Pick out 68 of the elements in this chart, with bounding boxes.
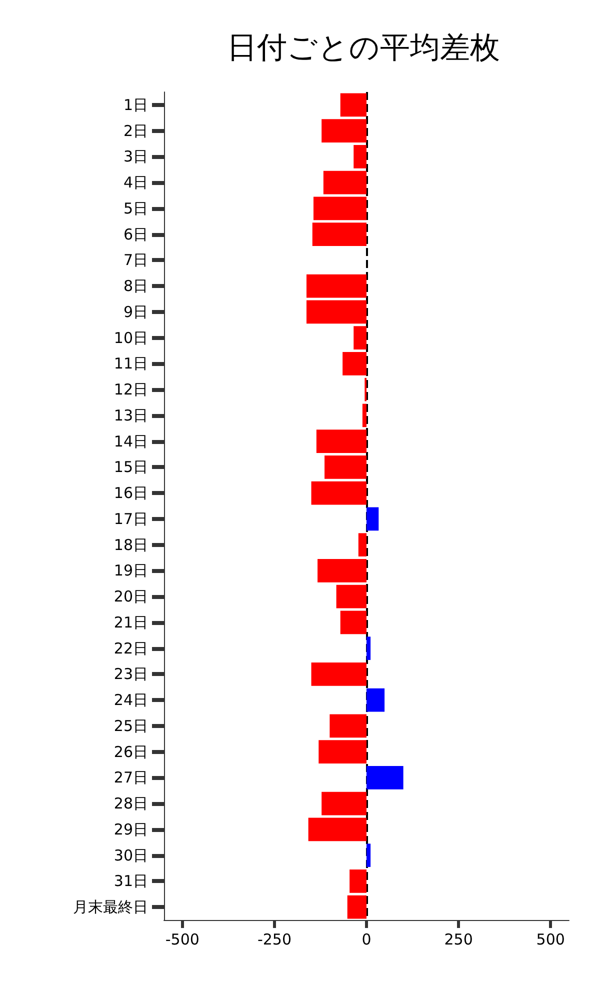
bar: [316, 430, 366, 453]
bar: [323, 170, 366, 194]
y-tick-label: 29日: [114, 820, 148, 838]
bar: [306, 300, 366, 324]
y-tick-label: 10日: [114, 328, 148, 347]
bar: [340, 93, 366, 117]
y-tick-label: 27日: [114, 768, 148, 787]
bar: [336, 584, 366, 608]
y-tick-label: 14日: [114, 432, 148, 450]
bar: [358, 533, 366, 556]
bar: [354, 145, 366, 168]
bar: [342, 352, 366, 376]
bar: [340, 610, 366, 634]
bar: [347, 895, 366, 919]
chart-title: 日付ごとの平均差枚: [227, 30, 500, 66]
y-tick-label: 19日: [114, 562, 148, 580]
bar: [350, 870, 366, 893]
y-tick-label: 16日: [114, 484, 148, 502]
bar: [306, 274, 366, 298]
bar: [311, 481, 366, 505]
bar: [311, 662, 366, 686]
y-tick-label: 22日: [114, 639, 148, 658]
y-tick-label: 7日: [123, 251, 148, 270]
x-tick-label: 0: [362, 930, 372, 948]
y-tick-label: 30日: [114, 846, 148, 864]
y-tick-label: 17日: [114, 510, 148, 528]
bar: [313, 196, 366, 220]
y-tick-label: 23日: [114, 665, 148, 684]
y-tick-label: 31日: [114, 872, 148, 890]
bar: [366, 636, 371, 660]
y-tick-label: 25日: [114, 716, 148, 735]
y-tick-label: 8日: [123, 277, 148, 296]
y-tick-label: 21日: [114, 613, 148, 632]
bar: [322, 792, 366, 816]
bar: [366, 507, 379, 531]
y-tick-label: 1日: [123, 96, 148, 114]
y-tick-label: 12日: [114, 380, 148, 399]
y-tick-label: 5日: [123, 199, 148, 218]
x-tick-label: -500: [165, 930, 200, 948]
bar: [312, 222, 366, 246]
bar: [308, 818, 366, 842]
y-tick-label: 9日: [123, 302, 148, 321]
bar: [318, 740, 366, 764]
y-tick-label: 3日: [123, 148, 148, 166]
x-tick-label: 250: [444, 930, 473, 948]
y-tick-label: 2日: [123, 122, 148, 140]
bar: [324, 456, 366, 479]
y-tick-label: 15日: [114, 458, 148, 476]
bar: [366, 688, 385, 712]
x-tick-label: -250: [257, 930, 292, 948]
bar: [330, 714, 366, 738]
y-tick-label: 11日: [114, 354, 148, 373]
y-tick-label: 24日: [114, 691, 148, 710]
y-tick-label: 6日: [123, 225, 148, 244]
bar: [322, 119, 366, 142]
y-tick-label: 20日: [114, 588, 148, 606]
y-tick-label: 28日: [114, 794, 148, 813]
bar: [354, 326, 366, 350]
bar: [366, 766, 404, 790]
y-tick-label: 4日: [123, 174, 148, 192]
bar: [318, 559, 366, 582]
y-tick-label: 13日: [114, 406, 148, 424]
y-tick-label: 26日: [114, 742, 148, 761]
x-tick-label: 500: [536, 930, 565, 948]
bar: [366, 844, 371, 867]
y-tick-label: 18日: [114, 536, 148, 554]
y-tick-label: 月末最終日: [73, 898, 148, 916]
bar: [362, 404, 366, 428]
